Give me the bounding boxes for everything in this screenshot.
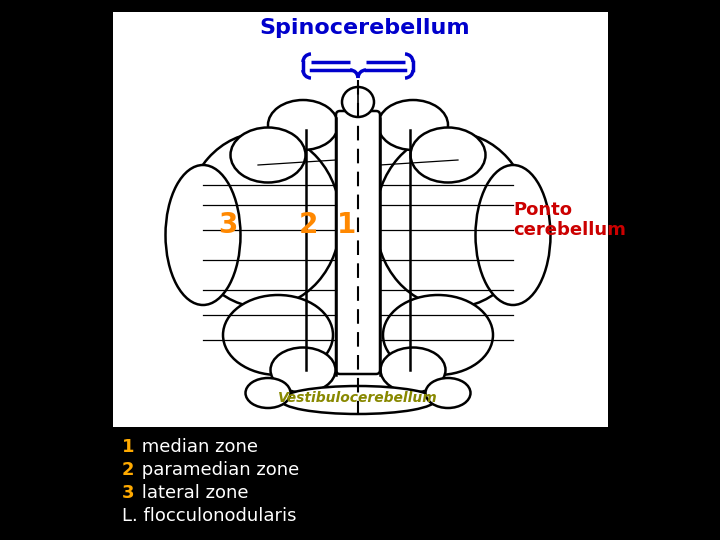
Ellipse shape (475, 165, 551, 305)
Text: 3: 3 (218, 211, 238, 239)
Ellipse shape (376, 132, 531, 307)
Text: L. flocculonodularis: L. flocculonodularis (122, 507, 297, 525)
Ellipse shape (268, 100, 338, 150)
Ellipse shape (378, 100, 448, 150)
Text: lateral zone: lateral zone (136, 484, 248, 502)
Text: Spinocerebellum: Spinocerebellum (260, 18, 470, 38)
Text: Ponto
cerebellum: Ponto cerebellum (513, 200, 626, 239)
Ellipse shape (230, 127, 305, 183)
Ellipse shape (410, 127, 485, 183)
Ellipse shape (186, 132, 341, 307)
FancyBboxPatch shape (336, 111, 380, 374)
Ellipse shape (380, 348, 446, 393)
Text: paramedian zone: paramedian zone (136, 461, 300, 479)
Ellipse shape (223, 295, 333, 375)
Ellipse shape (271, 348, 336, 393)
Text: 3: 3 (122, 484, 135, 502)
Ellipse shape (426, 378, 470, 408)
Text: 1: 1 (338, 211, 356, 239)
Text: 2: 2 (298, 211, 318, 239)
Text: 1: 1 (122, 438, 135, 456)
Text: Vestibulocerebellum: Vestibulocerebellum (278, 391, 438, 405)
Ellipse shape (281, 386, 436, 414)
Ellipse shape (166, 165, 240, 305)
Text: 2: 2 (122, 461, 135, 479)
Ellipse shape (383, 295, 493, 375)
FancyBboxPatch shape (113, 12, 608, 427)
Ellipse shape (342, 87, 374, 117)
Text: median zone: median zone (136, 438, 258, 456)
Ellipse shape (246, 378, 290, 408)
